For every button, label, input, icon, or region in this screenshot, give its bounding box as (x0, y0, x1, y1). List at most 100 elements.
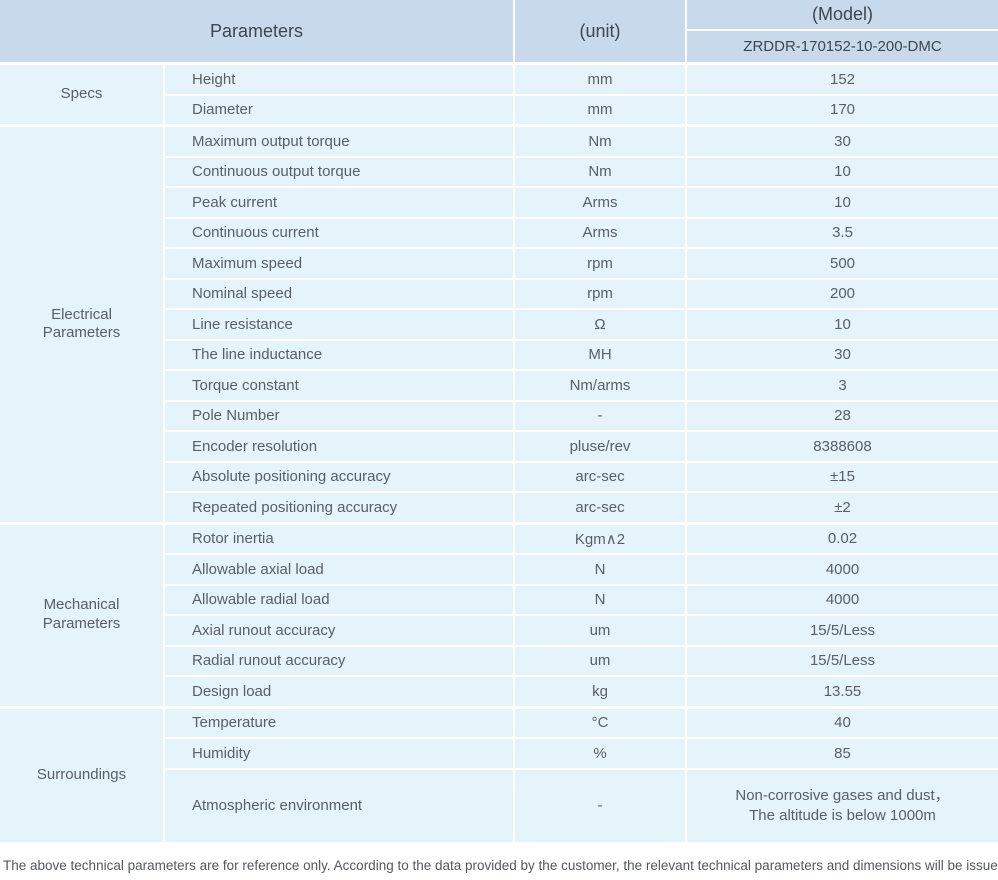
table-row: Diameter mm 170 (163, 93, 998, 124)
parameter-name-cell: Continuous current (163, 218, 513, 247)
section-rows: Rotor inertia Kgm∧2 0.02 Allowable axial lo… (163, 524, 998, 706)
table-section: Surroundings Temperature °C 40 Humidity% 85 At… (0, 705, 998, 842)
unit-cell: pluse/rev (513, 432, 685, 461)
table-row: Maximum speed rpm 500 (163, 247, 998, 278)
table-section: Electrical Parameters Maximum output torq… (0, 124, 998, 522)
parameter-name-cell: Rotor inertia (163, 524, 513, 553)
unit-cell: rpm (513, 249, 685, 278)
value-cell: 30 (685, 340, 998, 369)
value-cell: Non-corrosive gases and dust， The altitu… (685, 769, 998, 842)
parameter-name-cell: Temperature (163, 708, 513, 737)
parameter-name-cell: Continuous output torque (163, 157, 513, 186)
table-row: Pole Number -28 (163, 399, 998, 430)
value-cell: ±15 (685, 462, 998, 491)
parameter-name-cell: Encoder resolution (163, 432, 513, 461)
value-cell: ±2 (685, 493, 998, 522)
table-row: Allowable radial load N 4000 (163, 583, 998, 614)
value-cell: 10 (685, 310, 998, 339)
parameter-name-cell: Maximum speed (163, 249, 513, 278)
unit-cell: mm (513, 65, 685, 94)
value-cell: 40 (685, 708, 998, 737)
value-cell: 13.55 (685, 677, 998, 706)
value-cell: 4000 (685, 555, 998, 584)
parameter-name-cell: Torque constant (163, 371, 513, 400)
unit-cell: Arms (513, 188, 685, 217)
footer-note: The above technical parameters are for r… (3, 857, 998, 873)
unit-cell: kg (513, 677, 685, 706)
unit-cell: arc-sec (513, 462, 685, 491)
unit-cell: MH (513, 340, 685, 369)
unit-cell: Nm (513, 157, 685, 186)
value-cell: 500 (685, 249, 998, 278)
header-unit: (unit) (513, 0, 685, 62)
parameter-name-cell: Atmospheric environment (163, 769, 513, 842)
value-cell: 200 (685, 279, 998, 308)
parameter-name-cell: Nominal speed (163, 279, 513, 308)
unit-cell: um (513, 646, 685, 675)
parameter-name-cell: Design load (163, 677, 513, 706)
header-model-number: ZRDDR-170152-10-200-DMC (743, 38, 942, 55)
table-section: Mechanical Parameters Rotor inertia Kgm∧2 0… (0, 521, 998, 706)
parameter-name-cell: Repeated positioning accuracy (163, 493, 513, 522)
group-label: Mechanical Parameters (0, 524, 163, 706)
section-rows: Temperature °C 40 Humidity% 85 Atmospheric en… (163, 708, 998, 842)
unit-cell: arc-sec (513, 493, 685, 522)
parameter-name-cell: Height (163, 65, 513, 94)
table-row: Torque constant Nm/arms 3 (163, 369, 998, 400)
unit-cell: °C (513, 708, 685, 737)
value-cell: 85 (685, 739, 998, 768)
table-row: Continuous output torque Nm 10 (163, 155, 998, 186)
header-parameters: Parameters (209, 20, 304, 41)
table-row: Nominal speed rpm 200 (163, 277, 998, 308)
table-row: Humidity% 85 (163, 737, 998, 768)
table-row: Peak current Arms 10 (163, 186, 998, 217)
header-model-column: (Model) ZRDDR-170152-10-200-DMC (685, 0, 998, 62)
section-rows: Maximum output torque Nm 30 Continuous outp… (163, 127, 998, 522)
table-row: Design load kg 13.55 (163, 675, 998, 706)
unit-cell: Arms (513, 218, 685, 247)
group-label: Electrical Parameters (0, 127, 163, 522)
unit-cell: um (513, 616, 685, 645)
parameter-name-cell: Line resistance (163, 310, 513, 339)
value-cell: 28 (685, 401, 998, 430)
table-row: Allowable axial load N 4000 (163, 553, 998, 584)
unit-cell: Kgm∧2 (513, 524, 685, 553)
table-row: Axial runout accuracy um 15/5/Less (163, 614, 998, 645)
value-cell: 30 (685, 127, 998, 156)
table-row: The line inductance MH 30 (163, 338, 998, 369)
value-cell: 10 (685, 157, 998, 186)
value-cell: 10 (685, 188, 998, 217)
value-cell: 3.5 (685, 218, 998, 247)
unit-cell: Nm (513, 127, 685, 156)
table-row: Radial runout accuracy um 15/5/Less (163, 644, 998, 675)
parameter-name-cell: Humidity (163, 739, 513, 768)
parameter-name-cell: Diameter (163, 95, 513, 124)
table-section: Specs Height mm 152 Diameter mm 170 (0, 62, 998, 124)
unit-cell: % (513, 739, 685, 768)
parameter-name-cell: Allowable axial load (163, 555, 513, 584)
unit-cell: - (513, 401, 685, 430)
value-cell: 15/5/Less (685, 616, 998, 645)
parameter-name-cell: Maximum output torque (163, 127, 513, 156)
table-row: Rotor inertia Kgm∧2 0.02 (163, 524, 998, 553)
unit-cell: rpm (513, 279, 685, 308)
table-row: Absolute positioning accuracy arc-sec ±15 (163, 460, 998, 491)
parameter-name-cell: Pole Number (163, 401, 513, 430)
parameter-name-cell: Radial runout accuracy (163, 646, 513, 675)
value-cell: 4000 (685, 585, 998, 614)
value-cell: 0.02 (685, 524, 998, 553)
table-row: Continuous current Arms 3.5 (163, 216, 998, 247)
parameter-name-cell: Allowable radial load (163, 585, 513, 614)
table-body: Specs Height mm 152 Diameter mm 170 Electrical … (0, 62, 998, 842)
section-rows: Height mm 152 Diameter mm 170 (163, 65, 998, 124)
unit-cell: Nm/arms (513, 371, 685, 400)
parameters-table: Parameters (unit) (Model) ZRDDR-170152-1… (0, 0, 998, 842)
table-row: Height mm 152 (163, 65, 998, 94)
parameter-name-cell: Peak current (163, 188, 513, 217)
table-row: Encoder resolution pluse/rev 8388608 (163, 430, 998, 461)
group-label: Surroundings (0, 708, 163, 842)
table-row: Atmospheric environment - Non-corrosive ga… (163, 767, 998, 842)
unit-cell: N (513, 585, 685, 614)
value-cell: 170 (685, 95, 998, 124)
